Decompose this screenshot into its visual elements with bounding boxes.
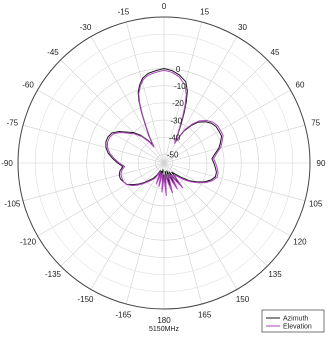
angle-tick-label: 45 [271, 48, 280, 57]
angle-tick-label: -75 [7, 118, 19, 127]
angle-tick-label: -30 [80, 23, 92, 32]
angle-tick-label: 75 [311, 118, 320, 127]
spoke-line [37, 162, 165, 237]
angle-tick-label: -135 [45, 270, 62, 279]
spoke-line [163, 162, 238, 290]
spoke-line [163, 162, 306, 202]
chart-subtitle: 5150MHz [149, 326, 179, 333]
radial-tick-label: -10 [174, 82, 186, 91]
spoke-line [125, 21, 165, 164]
grid-ring [120, 119, 208, 207]
spoke-line [60, 59, 165, 164]
angle-tick-label: -90 [1, 159, 13, 168]
spoke-line [22, 124, 165, 164]
series-line-elevation [107, 69, 224, 197]
grid-ring [103, 102, 225, 224]
angle-tick-label: -45 [47, 48, 59, 57]
spoke-line [37, 89, 165, 164]
spoke-line [60, 162, 165, 267]
label-layer: 0153045607590105120135150165180-165-150-… [1, 2, 326, 325]
grid-ring [86, 85, 242, 241]
spoke-line [163, 59, 268, 164]
radial-tick-label: -50 [167, 150, 179, 159]
grid-ring [155, 154, 173, 172]
angle-tick-label: 150 [236, 295, 250, 304]
grid-ring [137, 136, 191, 190]
legend-label: Elevation [283, 324, 312, 331]
angle-tick-label: 90 [317, 159, 326, 168]
spoke-line [163, 36, 238, 164]
angle-tick-label: 165 [198, 311, 212, 320]
angle-tick-label: -15 [118, 7, 130, 16]
angle-tick-label: 180 [157, 316, 171, 325]
spoke-line [163, 162, 291, 237]
legend-label: Azimuth [283, 316, 308, 323]
outer-ring [17, 16, 311, 310]
spoke-line [125, 162, 165, 305]
angle-tick-label: 105 [309, 200, 323, 209]
angle-tick-label: 0 [162, 2, 167, 11]
angle-tick-label: -60 [22, 81, 34, 90]
angle-tick-label: -165 [115, 311, 132, 320]
grid-ring [52, 51, 276, 275]
angle-tick-label: -120 [20, 238, 37, 247]
angle-tick-label: 30 [238, 23, 247, 32]
angle-tick-label: 120 [293, 238, 307, 247]
angle-tick-label: -150 [77, 295, 94, 304]
radial-tick-label: -30 [170, 116, 182, 125]
angle-tick-label: 135 [268, 270, 282, 279]
angle-tick-label: 15 [200, 7, 209, 16]
spoke-line [163, 162, 268, 267]
polar-grid [17, 16, 311, 310]
angle-tick-label: -105 [4, 200, 21, 209]
spoke-line [163, 21, 203, 164]
series-layer [105, 68, 224, 197]
spoke-line [22, 162, 165, 202]
spoke-line [163, 124, 306, 164]
spoke-line [90, 162, 165, 290]
grid-ring [34, 33, 294, 293]
angle-tick-label: 60 [296, 81, 305, 90]
radial-tick-label: -20 [172, 99, 184, 108]
spoke-line [163, 89, 291, 164]
radial-tick-label: -40 [169, 133, 181, 142]
radial-tick-label: 0 [176, 65, 181, 74]
